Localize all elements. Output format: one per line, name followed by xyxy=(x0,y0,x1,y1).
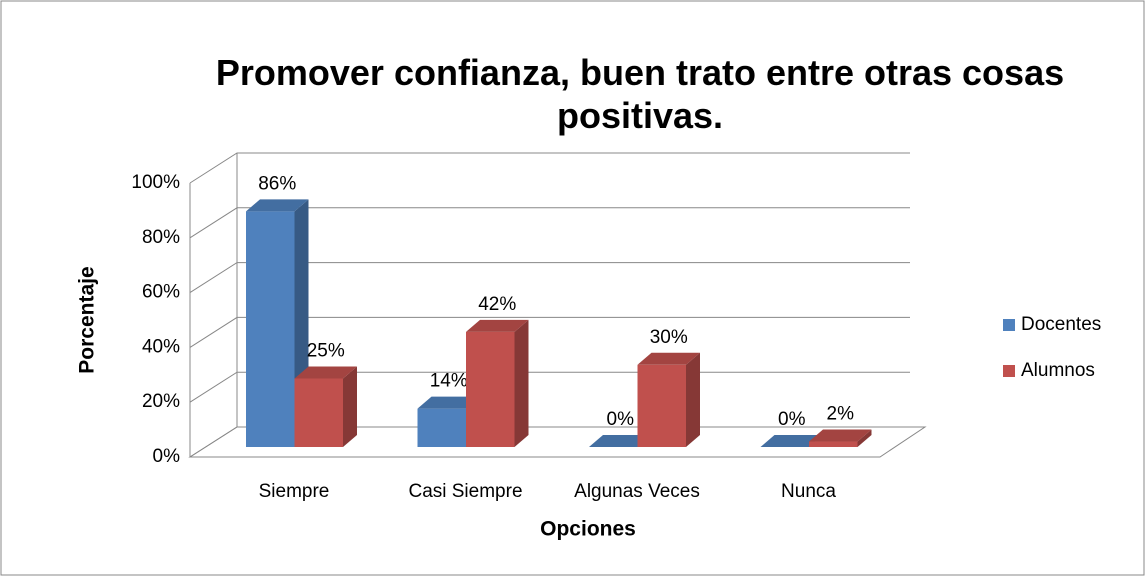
y-tick-label: 20% xyxy=(142,391,180,412)
grid-line xyxy=(189,152,910,184)
bar-top xyxy=(809,429,872,442)
x-tick-label: Siempre xyxy=(259,481,330,502)
bar xyxy=(637,364,686,447)
bar-top xyxy=(417,396,480,409)
bar xyxy=(417,408,466,447)
bar-side xyxy=(343,366,357,447)
bar xyxy=(246,211,295,447)
legend-label: Docentes xyxy=(1021,314,1101,335)
bar xyxy=(466,331,515,447)
data-label: 25% xyxy=(307,341,345,362)
bar-side xyxy=(857,429,872,447)
legend-label: Alumnos xyxy=(1021,360,1095,381)
legend-swatch xyxy=(1003,319,1015,331)
data-label: 0% xyxy=(778,409,806,430)
data-label: 2% xyxy=(827,404,855,425)
grid-line xyxy=(189,316,910,348)
x-tick-label: Algunas Veces xyxy=(574,481,700,502)
y-tick-label: 60% xyxy=(142,282,180,303)
bar-side xyxy=(514,319,529,447)
bar-top xyxy=(246,199,309,212)
data-label: 0% xyxy=(607,409,635,430)
bar-top xyxy=(637,352,700,365)
bar xyxy=(809,441,858,447)
y-axis-label: Porcentaje xyxy=(76,266,99,373)
data-label: 14% xyxy=(430,371,468,392)
bar xyxy=(294,378,343,447)
bar-top xyxy=(466,319,529,332)
x-tick-label: Nunca xyxy=(781,481,836,502)
bar-top xyxy=(589,435,652,447)
grid-line xyxy=(189,207,910,239)
data-label: 30% xyxy=(650,327,688,348)
x-axis-label: Opciones xyxy=(540,518,636,541)
legend-swatch xyxy=(1003,365,1015,377)
grid-line xyxy=(189,262,910,294)
bar-top xyxy=(294,366,357,379)
y-tick-label: 40% xyxy=(142,336,180,357)
x-tick-label: Casi Siempre xyxy=(408,481,522,502)
y-tick-label: 0% xyxy=(153,446,181,467)
bar-top xyxy=(760,435,823,447)
y-tick-label: 100% xyxy=(131,172,180,193)
y-tick-label: 80% xyxy=(142,227,180,248)
data-label: 42% xyxy=(478,294,516,315)
bar-side xyxy=(686,352,700,447)
chart-title: Promover confianza, buen trato entre otr… xyxy=(216,52,1064,136)
data-label: 86% xyxy=(258,173,296,194)
